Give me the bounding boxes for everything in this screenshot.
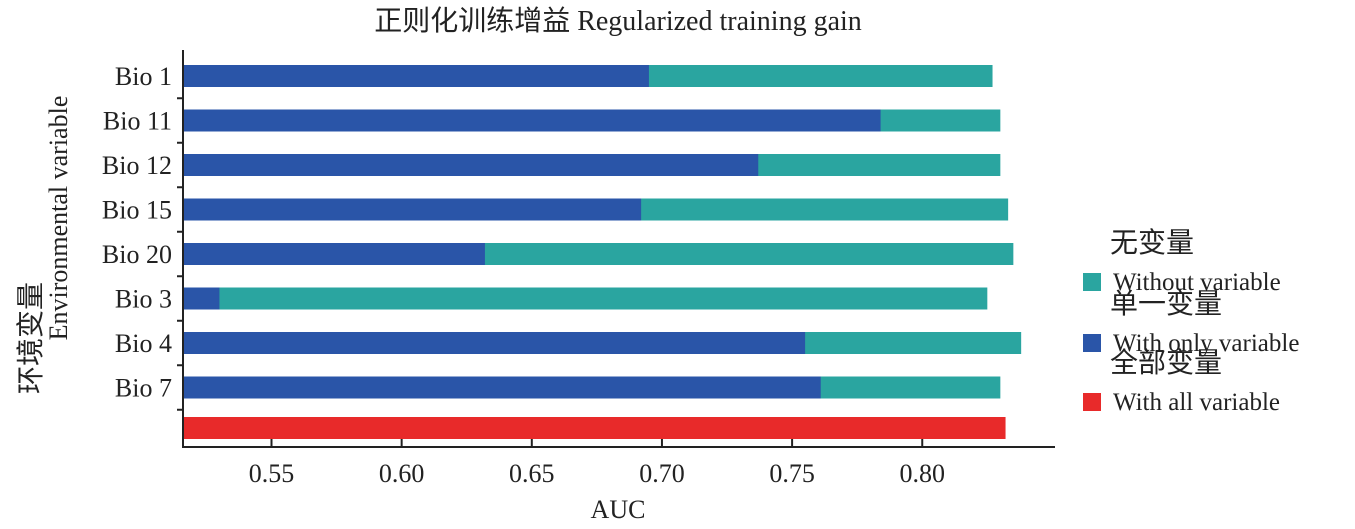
legend-label: With all variable (1113, 389, 1280, 416)
x-axis-label: AUC (591, 495, 646, 524)
y-tick-label: Bio 12 (102, 151, 172, 180)
y-tick-label: Bio 1 (115, 62, 172, 91)
y-tick-label: Bio 15 (102, 196, 172, 225)
bar-with-only-variable (183, 109, 881, 132)
legend-label-cn: 单一变量 (1110, 288, 1222, 320)
bar-with-only-variable (183, 376, 821, 399)
bar-with-all-variable (183, 417, 1006, 439)
legend-label: With only variable (1113, 330, 1299, 357)
legend-swatch (1083, 393, 1101, 411)
legend-label: Without variable (1113, 269, 1281, 296)
x-tick-label: 0.60 (379, 459, 425, 488)
bar-with-only-variable (183, 243, 485, 265)
x-tick-label: 0.70 (639, 459, 685, 488)
legend-swatch (1083, 334, 1101, 352)
bar-with-only-variable (183, 287, 220, 310)
y-tick-label: Bio 4 (115, 329, 172, 358)
y-tick-label: Bio 3 (115, 285, 172, 314)
legend-label-cn: 全部变量 (1110, 347, 1222, 379)
legend-label-cn: 无变量 (1110, 227, 1194, 259)
legend-swatch (1083, 273, 1101, 291)
bar-without-variable (183, 287, 988, 310)
y-tick-label: Bio 7 (115, 374, 172, 403)
chart-title: 正则化训练增益 Regularized training gain (374, 5, 862, 37)
y-tick-label: Bio 11 (103, 107, 172, 136)
x-tick-label: 0.80 (899, 459, 945, 488)
x-tick-label: 0.75 (769, 459, 815, 488)
x-tick-label: 0.55 (249, 459, 295, 488)
y-axis-label-cn: 环境变量 (15, 282, 47, 394)
bar-with-only-variable (183, 65, 649, 87)
bar-with-only-variable (183, 198, 642, 221)
bar-with-only-variable (183, 154, 759, 176)
y-tick-label: Bio 20 (102, 240, 172, 269)
y-axis-label: Environmental variable (44, 96, 73, 341)
x-tick-label: 0.65 (509, 459, 555, 488)
bar-with-only-variable (183, 332, 806, 354)
